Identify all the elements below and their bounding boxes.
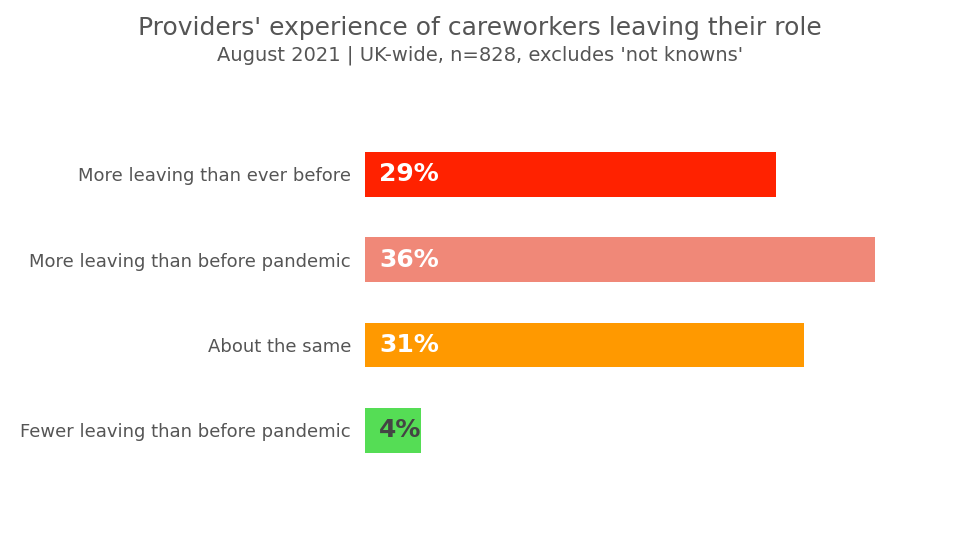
Text: August 2021 | UK-wide, n=828, excludes 'not knowns': August 2021 | UK-wide, n=828, excludes '… [217, 46, 743, 65]
Text: 🌐  homecareassociation.org.uk: 🌐 homecareassociation.org.uk [726, 509, 939, 523]
Text: 36%: 36% [379, 248, 439, 272]
Text: 4%: 4% [379, 418, 421, 442]
Bar [365, 152, 776, 197]
Text: Providers' experience of careworkers leaving their role: Providers' experience of careworkers lea… [138, 16, 822, 40]
Text: 🐦  @homecareassn: 🐦 @homecareassn [21, 509, 154, 523]
Bar [365, 238, 875, 282]
Text: 29%: 29% [379, 163, 439, 186]
Bar [365, 408, 421, 453]
Bar [365, 323, 804, 367]
Text: 31%: 31% [379, 333, 439, 357]
